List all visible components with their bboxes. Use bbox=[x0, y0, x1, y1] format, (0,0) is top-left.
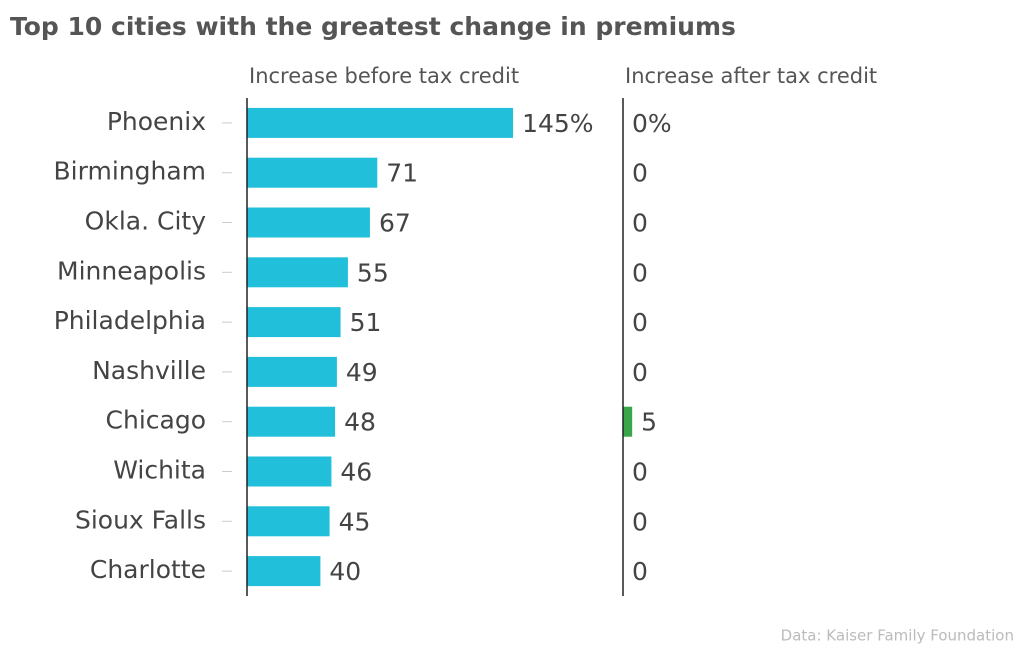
value-label: 0 bbox=[632, 308, 648, 337]
value-label: 67 bbox=[379, 209, 411, 238]
bar bbox=[247, 356, 337, 387]
source: Data: Kaiser Family Foundation bbox=[781, 627, 1014, 645]
value-label: 71 bbox=[386, 159, 418, 188]
bar bbox=[247, 207, 370, 238]
category-label: Wichita bbox=[113, 456, 206, 485]
value-label: 0 bbox=[632, 358, 648, 387]
category-label: Sioux Falls bbox=[75, 505, 206, 534]
bar bbox=[623, 406, 633, 437]
value-label: 5 bbox=[641, 408, 657, 437]
chart-title: Top 10 cities with the greatest change i… bbox=[10, 12, 736, 41]
value-label: 145% bbox=[522, 109, 593, 138]
value-label: 0 bbox=[632, 557, 648, 586]
panel-header: Increase after tax credit bbox=[625, 64, 877, 88]
category-label: Birmingham bbox=[54, 157, 206, 186]
value-label: 0 bbox=[632, 458, 648, 487]
bar bbox=[247, 307, 341, 338]
value-label: 45 bbox=[339, 507, 371, 536]
value-label: 40 bbox=[329, 557, 361, 586]
bar bbox=[247, 456, 332, 487]
category-label: Phoenix bbox=[107, 107, 206, 136]
panel-header: Increase before tax credit bbox=[249, 64, 519, 88]
value-label: 0 bbox=[632, 209, 648, 238]
value-label: 0 bbox=[632, 159, 648, 188]
category-label: Okla. City bbox=[85, 207, 207, 236]
bar bbox=[247, 157, 378, 188]
category-label: Nashville bbox=[92, 356, 206, 385]
category-label: Charlotte bbox=[90, 555, 206, 584]
category-label: Chicago bbox=[106, 406, 206, 435]
bar bbox=[247, 406, 336, 437]
value-label: 51 bbox=[350, 308, 382, 337]
value-label: 0 bbox=[632, 507, 648, 536]
category-label: Philadelphia bbox=[54, 306, 206, 335]
value-label: 0% bbox=[632, 109, 672, 138]
value-label: 46 bbox=[340, 458, 372, 487]
value-label: 55 bbox=[357, 258, 389, 287]
bar bbox=[247, 107, 514, 138]
bar bbox=[247, 257, 348, 288]
category-label: Minneapolis bbox=[57, 256, 206, 285]
value-label: 49 bbox=[346, 358, 378, 387]
bar bbox=[247, 506, 330, 537]
bar bbox=[247, 556, 321, 587]
value-label: 0 bbox=[632, 258, 648, 287]
value-label: 48 bbox=[344, 408, 376, 437]
